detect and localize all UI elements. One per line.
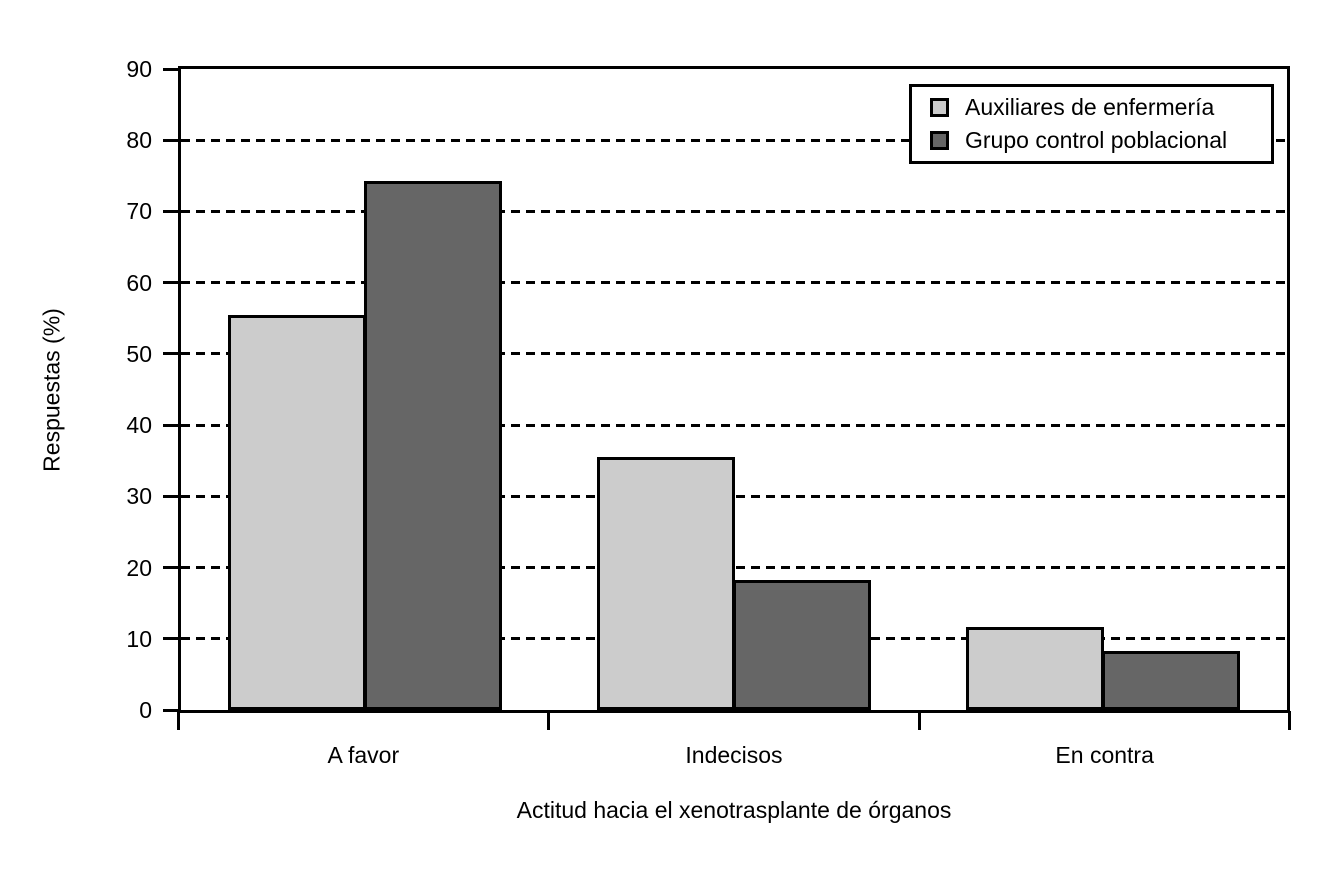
gridline-40: [181, 423, 1287, 427]
y-tick-mark-60: [163, 281, 178, 285]
legend: Auxiliares de enfermería Grupo control p…: [909, 84, 1274, 164]
y-tick-label-70: 70: [126, 198, 152, 225]
bar-dark-1: [364, 181, 503, 710]
y-tick-mark-50: [163, 352, 178, 356]
y-tick-mark-80: [163, 138, 178, 142]
x-tick-mark-3: [1287, 711, 1291, 730]
bar-light-1: [228, 314, 367, 710]
y-tick-mark-40: [163, 423, 178, 427]
y-tick-label-0: 0: [139, 697, 152, 723]
plot-area: Auxiliares de enfermería Grupo control p…: [178, 66, 1290, 713]
y-tick-label-60: 60: [126, 269, 152, 296]
gridline-80: [181, 138, 1287, 142]
y-tick-mark-0: [163, 708, 178, 712]
y-tick-label-40: 40: [126, 412, 152, 439]
legend-swatch-dark-icon: [930, 131, 949, 150]
legend-item: Grupo control poblacional: [930, 128, 1271, 153]
y-tick-label-30: 30: [126, 483, 152, 510]
y-tick-mark-70: [163, 209, 178, 213]
y-axis-title: Respuestas (%): [38, 308, 65, 472]
category-label-2: Indecisos: [685, 742, 783, 768]
gridline-60: [181, 281, 1287, 285]
gridline-50: [181, 352, 1287, 356]
y-tick-mark-30: [163, 494, 178, 498]
bar-dark-3: [1101, 651, 1240, 710]
legend-label: Auxiliares de enfermería: [965, 94, 1215, 120]
y-tick-label-20: 20: [126, 554, 152, 581]
bar-dark-2: [733, 580, 871, 710]
x-tick-mark-2: [917, 711, 921, 730]
legend-label: Grupo control poblacional: [965, 127, 1228, 153]
legend-item: Auxiliares de enfermería: [930, 95, 1271, 120]
bar-light-2: [597, 457, 735, 710]
category-label-3: En contra: [1055, 742, 1154, 768]
y-tick-mark-20: [163, 566, 178, 570]
y-tick-label-90: 90: [126, 56, 152, 82]
x-axis-title: Actitud hacia el xenotrasplante de órgan…: [516, 797, 952, 823]
bar-light-3: [965, 626, 1104, 710]
y-tick-label-80: 80: [126, 127, 152, 154]
x-tick-mark-0: [176, 711, 180, 730]
x-tick-mark-1: [547, 711, 551, 730]
legend-swatch-light-icon: [930, 98, 949, 117]
y-tick-label-50: 50: [126, 340, 152, 367]
y-tick-mark-10: [163, 637, 178, 641]
y-tick-mark-90: [163, 67, 178, 71]
y-tick-label-10: 10: [126, 625, 152, 652]
gridline-70: [181, 209, 1287, 213]
category-label-1: A favor: [327, 742, 400, 768]
